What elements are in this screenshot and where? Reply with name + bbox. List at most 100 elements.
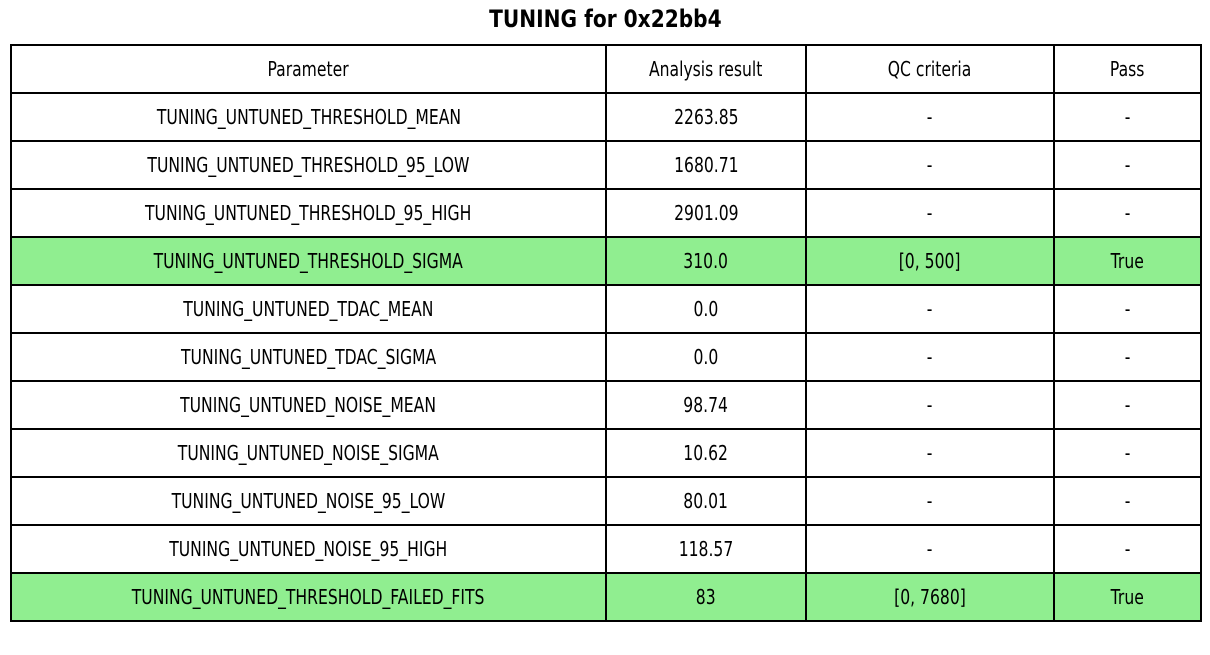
parameter-cell: TUNING_UNTUNED_THRESHOLD_MEAN [10, 92, 607, 142]
column-header-pass-label: Pass [1110, 57, 1145, 81]
qc-criteria-value: - [927, 201, 933, 225]
pass-cell: - [1053, 476, 1202, 526]
pass-cell: - [1053, 524, 1202, 574]
analysis-result-cell: 10.62 [605, 428, 807, 478]
parameter-cell: TUNING_UNTUNED_THRESHOLD_95_HIGH [10, 188, 607, 238]
parameter-name: TUNING_UNTUNED_TDAC_SIGMA [180, 345, 437, 369]
pass-cell: True [1053, 572, 1202, 622]
column-header-pass: Pass [1053, 44, 1202, 94]
analysis-result-cell: 80.01 [605, 476, 807, 526]
analysis-result-value: 0.0 [693, 345, 719, 369]
parameter-cell: TUNING_UNTUNED_THRESHOLD_95_LOW [10, 140, 607, 190]
table-row-highlighted: TUNING_UNTUNED_THRESHOLD_FAILED_FITS 83 … [10, 572, 1202, 622]
column-header-qc-criteria: QC criteria [805, 44, 1055, 94]
qc-criteria-value: - [927, 441, 933, 465]
qc-criteria-cell: - [805, 92, 1055, 142]
table-row: TUNING_UNTUNED_NOISE_95_LOW 80.01 - - [10, 476, 1202, 526]
analysis-result-value: 98.74 [683, 393, 729, 417]
table-row: TUNING_UNTUNED_NOISE_SIGMA 10.62 - - [10, 428, 1202, 478]
pass-cell: - [1053, 428, 1202, 478]
analysis-result-cell: 2263.85 [605, 92, 807, 142]
column-header-qc-criteria-label: QC criteria [888, 57, 972, 81]
qc-criteria-value: - [927, 345, 933, 369]
analysis-result-value: 310.0 [683, 249, 729, 273]
analysis-result-value: 2901.09 [673, 201, 739, 225]
table-row: TUNING_UNTUNED_NOISE_95_HIGH 118.57 - - [10, 524, 1202, 574]
qc-criteria-cell: [0, 7680] [805, 572, 1055, 622]
analysis-result-value: 10.62 [683, 441, 729, 465]
parameter-cell: TUNING_UNTUNED_TDAC_MEAN [10, 284, 607, 334]
qc-criteria-cell: - [805, 284, 1055, 334]
table-row-highlighted: TUNING_UNTUNED_THRESHOLD_SIGMA 310.0 [0,… [10, 236, 1202, 286]
analysis-result-value: 2263.85 [673, 105, 739, 129]
pass-value: True [1110, 249, 1145, 273]
qc-criteria-cell: - [805, 140, 1055, 190]
pass-value: - [1124, 489, 1131, 513]
qc-results-table: Parameter Analysis result QC criteria Pa… [10, 44, 1202, 622]
pass-cell: - [1053, 140, 1202, 190]
parameter-cell: TUNING_UNTUNED_NOISE_95_HIGH [10, 524, 607, 574]
pass-value: - [1124, 153, 1131, 177]
analysis-result-value: 80.01 [683, 489, 729, 513]
qc-criteria-value: - [927, 537, 933, 561]
parameter-cell: TUNING_UNTUNED_TDAC_SIGMA [10, 332, 607, 382]
analysis-result-value: 118.57 [678, 537, 734, 561]
pass-value: - [1124, 345, 1131, 369]
parameter-name: TUNING_UNTUNED_THRESHOLD_MEAN [156, 105, 461, 129]
qc-criteria-cell: - [805, 332, 1055, 382]
parameter-name: TUNING_UNTUNED_THRESHOLD_SIGMA [153, 249, 464, 273]
pass-cell: - [1053, 380, 1202, 430]
parameter-cell: TUNING_UNTUNED_THRESHOLD_SIGMA [10, 236, 607, 286]
analysis-result-value: 0.0 [693, 297, 719, 321]
parameter-cell: TUNING_UNTUNED_NOISE_MEAN [10, 380, 607, 430]
table-row: TUNING_UNTUNED_NOISE_MEAN 98.74 - - [10, 380, 1202, 430]
analysis-result-cell: 83 [605, 572, 807, 622]
analysis-result-cell: 2901.09 [605, 188, 807, 238]
pass-cell: - [1053, 332, 1202, 382]
qc-criteria-cell: [0, 500] [805, 236, 1055, 286]
qc-criteria-value: [0, 7680] [894, 585, 966, 609]
parameter-cell: TUNING_UNTUNED_THRESHOLD_FAILED_FITS [10, 572, 607, 622]
analysis-result-value: 1680.71 [673, 153, 739, 177]
qc-criteria-value: - [927, 393, 933, 417]
table-row: TUNING_UNTUNED_THRESHOLD_95_HIGH 2901.09… [10, 188, 1202, 238]
pass-value: - [1124, 393, 1131, 417]
parameter-name: TUNING_UNTUNED_THRESHOLD_95_LOW [147, 153, 470, 177]
pass-cell: - [1053, 188, 1202, 238]
analysis-result-cell: 1680.71 [605, 140, 807, 190]
pass-value: - [1124, 441, 1131, 465]
table-row: TUNING_UNTUNED_THRESHOLD_95_LOW 1680.71 … [10, 140, 1202, 190]
qc-criteria-value: - [927, 297, 933, 321]
table-row: TUNING_UNTUNED_THRESHOLD_MEAN 2263.85 - … [10, 92, 1202, 142]
parameter-name: TUNING_UNTUNED_THRESHOLD_FAILED_FITS [132, 585, 485, 609]
pass-cell: True [1053, 236, 1202, 286]
parameter-cell: TUNING_UNTUNED_NOISE_95_LOW [10, 476, 607, 526]
table-row: TUNING_UNTUNED_TDAC_MEAN 0.0 - - [10, 284, 1202, 334]
qc-criteria-cell: - [805, 476, 1055, 526]
table-row: TUNING_UNTUNED_TDAC_SIGMA 0.0 - - [10, 332, 1202, 382]
analysis-result-cell: 0.0 [605, 332, 807, 382]
parameter-cell: TUNING_UNTUNED_NOISE_SIGMA [10, 428, 607, 478]
qc-criteria-cell: - [805, 188, 1055, 238]
parameter-name: TUNING_UNTUNED_TDAC_MEAN [183, 297, 434, 321]
column-header-analysis-result: Analysis result [605, 44, 807, 94]
pass-value: - [1124, 105, 1131, 129]
column-header-parameter-label: Parameter [267, 57, 350, 81]
page-title: TUNING for 0x22bb4 [0, 5, 1210, 33]
analysis-result-cell: 310.0 [605, 236, 807, 286]
analysis-result-value: 83 [696, 585, 716, 609]
qc-criteria-value: - [927, 153, 933, 177]
analysis-result-cell: 118.57 [605, 524, 807, 574]
parameter-name: TUNING_UNTUNED_NOISE_MEAN [180, 393, 437, 417]
parameter-name: TUNING_UNTUNED_THRESHOLD_95_HIGH [145, 201, 472, 225]
pass-value: - [1124, 537, 1131, 561]
qc-criteria-value: - [927, 489, 933, 513]
table-header-row: Parameter Analysis result QC criteria Pa… [10, 44, 1202, 94]
qc-criteria-cell: - [805, 524, 1055, 574]
parameter-name: TUNING_UNTUNED_NOISE_SIGMA [178, 441, 439, 465]
qc-criteria-cell: - [805, 380, 1055, 430]
pass-cell: - [1053, 284, 1202, 334]
qc-criteria-value: [0, 500] [899, 249, 961, 273]
column-header-analysis-result-label: Analysis result [649, 57, 763, 81]
